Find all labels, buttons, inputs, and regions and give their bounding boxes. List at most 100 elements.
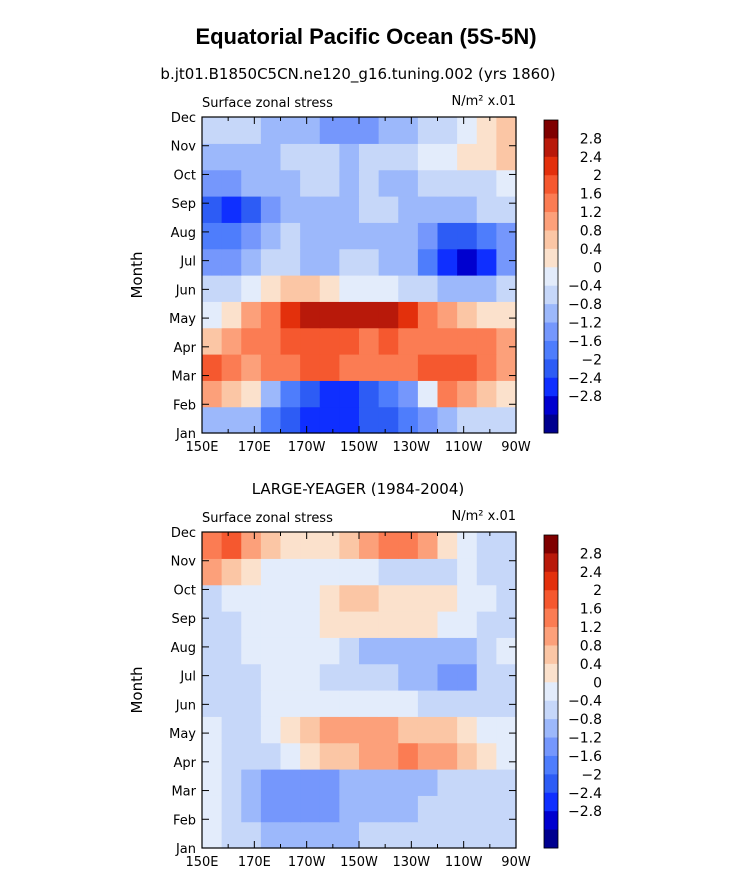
x-tick-label: 150W (340, 440, 378, 455)
heatmap-cell (457, 532, 478, 559)
heatmap-cell (339, 663, 360, 691)
heatmap-cell (339, 795, 360, 823)
heatmap-cell (202, 742, 223, 770)
units-label: N/m² x.01 (452, 94, 516, 109)
heatmap-cell (457, 143, 478, 171)
heatmap-cell (476, 611, 497, 638)
heatmap-cell (221, 690, 242, 717)
heatmap-cell (339, 637, 360, 665)
colorbar-box (544, 267, 558, 287)
heatmap-cell (300, 663, 321, 691)
heatmap-cell (241, 406, 262, 434)
heatmap-cell (260, 196, 282, 223)
heatmap-cell (476, 532, 497, 559)
x-tick-label: 110W (445, 855, 483, 870)
heatmap-cell (398, 769, 419, 796)
y-tick-label: May (169, 727, 196, 742)
heatmap-cell (241, 301, 262, 329)
heatmap-cell (260, 821, 282, 849)
heatmap-cell (260, 558, 282, 586)
heatmap-cell (378, 532, 399, 559)
heatmap-cell (359, 584, 380, 612)
heatmap-cell (300, 716, 321, 744)
colorbar-frame (543, 119, 559, 434)
heatmap-cell (280, 196, 301, 223)
heatmap-cell (339, 222, 360, 250)
heatmap-cell (437, 690, 458, 717)
colorbar-tick-label: 1.6 (580, 602, 602, 618)
heatmap-cell (378, 637, 399, 665)
panel-title: LARGE-YEAGER (1984-2004) (252, 480, 465, 498)
colorbar-box (544, 829, 558, 849)
heatmap-cell (398, 742, 419, 770)
heatmap-cell (280, 611, 301, 638)
heatmap-cell (417, 169, 439, 197)
heatmap-cell (241, 143, 262, 171)
heatmap-cell (280, 663, 301, 691)
heatmap-cell (476, 301, 497, 329)
colorbar-tick-label: 2 (593, 583, 602, 599)
colorbar-tick-label: −2.4 (568, 371, 602, 387)
colorbar-box (544, 553, 558, 573)
heatmap-cell (359, 716, 380, 744)
heatmap-cell (319, 611, 340, 638)
heatmap-cell (202, 821, 223, 849)
heatmap-cell (280, 406, 301, 434)
colorbar-tick-label: −0.4 (568, 279, 602, 295)
colorbar-box (544, 230, 558, 250)
heatmap-cell (398, 327, 419, 355)
heatmap-cell (339, 169, 360, 197)
colorbar-box (544, 811, 558, 830)
heatmap-cell (378, 222, 399, 250)
heatmap-cell (339, 275, 360, 302)
heatmap-cell (476, 663, 497, 691)
heatmap-cell (339, 716, 360, 744)
heatmap-cell (437, 558, 458, 586)
heatmap-cell (241, 584, 262, 612)
heatmap-cell (437, 795, 458, 823)
colorbar-tick-label: −2 (581, 767, 602, 783)
heatmap-cell (319, 143, 340, 171)
heatmap-cell (260, 143, 282, 171)
heatmap-cell (476, 716, 497, 744)
heatmap-cell (241, 716, 262, 744)
heatmap-cell (378, 769, 399, 796)
heatmap-cell (437, 742, 458, 770)
colorbar-box (544, 359, 558, 379)
heatmap-cell (476, 637, 497, 665)
colorbar-box (544, 304, 558, 323)
heatmap-cell (378, 248, 399, 276)
heatmap-cell (496, 584, 517, 612)
heatmap-cell (202, 532, 223, 559)
heatmap-cell (398, 821, 419, 849)
colorbar-tick-label: −2 (581, 352, 602, 368)
heatmap-cell (378, 354, 399, 381)
colorbar-tick-label: 0.4 (580, 242, 602, 258)
heatmap-cell (300, 584, 321, 612)
heatmap-cell (319, 248, 340, 276)
heatmap-cell (496, 143, 517, 171)
heatmap-cell (496, 222, 517, 250)
colorbar-tick-label: 1.2 (580, 205, 602, 221)
heatmap-cell (359, 380, 380, 408)
heatmap-cell (221, 663, 242, 691)
heatmap-cell (359, 611, 380, 638)
heatmap-cell (221, 354, 242, 381)
heatmap-cell (359, 532, 380, 559)
heatmap-cell (319, 117, 340, 144)
heatmap-cell (241, 354, 262, 381)
heatmap-cell (300, 611, 321, 638)
heatmap-cell (221, 584, 242, 612)
heatmap-cell (300, 169, 321, 197)
colorbar-tick-label: 0.4 (580, 657, 602, 673)
heatmap-cell (457, 716, 478, 744)
heatmap-cell (300, 380, 321, 408)
heatmap-cell (359, 327, 380, 355)
heatmap-cell (378, 742, 399, 770)
heatmap-cell (319, 795, 340, 823)
heatmap-cell (280, 301, 301, 329)
heatmap-cell (496, 558, 517, 586)
heatmap-cell (300, 354, 321, 381)
heatmap-cell (437, 248, 458, 276)
x-tick-label: 130W (392, 855, 430, 870)
